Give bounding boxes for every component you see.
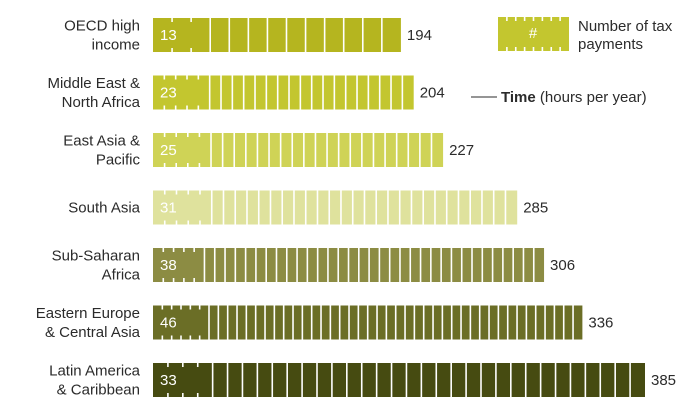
category-label-line: Eastern Europe (36, 305, 140, 322)
category-label: OECD high income (64, 18, 140, 54)
payments-label: 25 (160, 142, 177, 159)
category-label: Latin America & Caribbean (49, 363, 141, 399)
category-label-line: Pacific (96, 152, 141, 169)
time-value-label: 385 (651, 372, 676, 389)
legend-payments-label-line-1: Number of tax (578, 18, 673, 35)
category-label-line: & Caribbean (57, 382, 140, 399)
category-label-line: South Asia (68, 200, 140, 217)
time-bar (153, 75, 414, 110)
legend-time-bold: Time (501, 89, 536, 106)
legend-swatch-ticks (506, 17, 561, 51)
bar-row: 38 306 Sub-Saharan Africa (52, 248, 575, 284)
category-label: South Asia (68, 200, 140, 217)
category-label-line: & Central Asia (45, 324, 141, 341)
legend-payments-symbol: # (529, 25, 538, 42)
category-label-line: Latin America (49, 363, 141, 380)
category-label: Eastern Europe & Central Asia (36, 305, 141, 341)
legend: # Number of tax payments Time (hours per… (471, 17, 676, 106)
bar-ticks (163, 133, 433, 167)
bar-row: 13 194 OECD high income (64, 18, 432, 54)
payments-label: 33 (160, 372, 177, 389)
legend-time-label: Time (hours per year) (501, 89, 647, 106)
time-bar (153, 363, 645, 397)
category-label-line: OECD high (64, 18, 140, 35)
category-label-line: North Africa (62, 94, 141, 111)
payments-label: 38 (160, 257, 177, 274)
legend-time-rest: (hours per year) (536, 89, 647, 106)
legend-payments-swatch (498, 17, 569, 51)
bar-row: 23 204 Middle East & North Africa (47, 75, 444, 111)
category-label-line: Sub-Saharan (52, 248, 140, 265)
category-label: Sub-Saharan Africa (52, 248, 141, 284)
category-label: East Asia & Pacific (63, 133, 140, 169)
bar-row: 46 336 Eastern Europe & Central Asia (36, 305, 614, 341)
category-label-line: East Asia & (63, 133, 140, 150)
bar-ticks (163, 75, 404, 110)
legend-payments-label-line-2: payments (578, 36, 643, 53)
payments-label: 23 (160, 85, 177, 102)
time-bar (153, 190, 518, 225)
time-value-label: 227 (449, 142, 474, 159)
time-bar (153, 18, 401, 52)
time-value-label: 204 (420, 85, 445, 102)
bar-row: 33 385 Latin America & Caribbean (49, 363, 676, 399)
bar-row: 31 285 South Asia (68, 190, 548, 225)
bar-ticks (167, 363, 631, 397)
time-value-label: 336 (588, 315, 613, 332)
time-bar (153, 133, 444, 167)
payments-label: 46 (160, 315, 177, 332)
category-label-line: income (92, 37, 140, 54)
bars-group: 13 194 OECD high income 23 204 Middle East & No… (36, 18, 676, 399)
time-value-label: 306 (550, 257, 575, 274)
payments-label: 31 (160, 200, 177, 217)
bar-ticks (171, 18, 383, 52)
category-label: Middle East & North Africa (47, 75, 140, 111)
time-value-label: 194 (407, 27, 432, 44)
payments-label: 13 (160, 27, 177, 44)
legend-payments-label: Number of tax payments (578, 18, 676, 53)
category-label-line: Middle East & (47, 75, 140, 92)
time-value-label: 285 (523, 200, 548, 217)
bar-row: 25 227 East Asia & Pacific (63, 133, 474, 169)
bar-ticks (161, 305, 574, 340)
category-label-line: Africa (102, 267, 141, 284)
bar-ticks (162, 248, 535, 282)
bar-ticks (163, 190, 507, 225)
